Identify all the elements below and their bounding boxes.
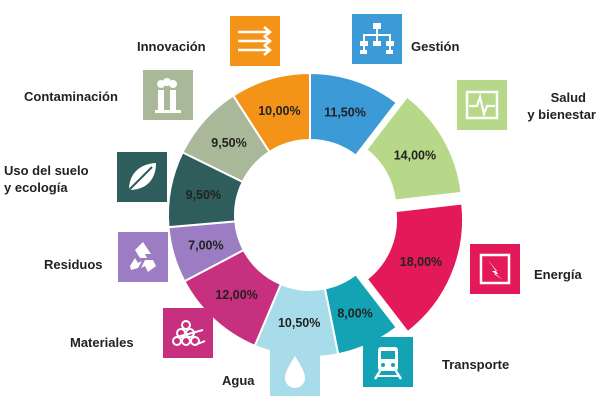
label-uso-suelo: Uso del suelo y ecología — [4, 162, 89, 196]
label-residuos: Residuos — [44, 257, 103, 272]
slice-value-label-9: 10,00% — [258, 104, 300, 118]
label-contaminacion: Contaminación — [24, 89, 118, 104]
label-gestion: Gestión — [411, 39, 460, 54]
label-uso-suelo-line1: Uso del suelo — [4, 163, 89, 178]
label-salud-line1: Salud — [550, 90, 586, 105]
donut-slice-2 — [365, 202, 465, 334]
recycle-icon — [118, 232, 168, 282]
factory-smoke-icon — [143, 70, 193, 120]
label-energia: Energía — [534, 267, 582, 282]
slice-value-label-0: 11,50% — [324, 105, 366, 119]
lightning-icon — [470, 244, 520, 294]
org-chart-icon — [352, 14, 402, 64]
slice-value-label-3: 8,00% — [337, 307, 372, 321]
water-drop-icon — [270, 346, 320, 396]
label-uso-suelo-line2: y ecología — [4, 180, 68, 195]
donut-slice-9 — [231, 71, 311, 154]
label-innovacion: Innovación — [137, 39, 206, 54]
label-agua: Agua — [222, 373, 255, 388]
label-salud-line2: y bienestar — [527, 107, 596, 122]
label-materiales: Materiales — [70, 335, 134, 350]
arrows-innovation-icon — [230, 16, 280, 66]
slice-value-label-8: 9,50% — [211, 136, 246, 150]
slice-value-label-4: 10,50% — [278, 316, 320, 330]
leaf-icon — [117, 152, 167, 202]
label-transporte: Transporte — [442, 357, 510, 372]
heart-monitor-icon — [457, 80, 507, 130]
donut-slice-1 — [364, 95, 463, 202]
train-icon — [363, 337, 413, 387]
slice-value-label-5: 12,00% — [215, 288, 257, 302]
slice-value-label-2: 18,00% — [400, 255, 442, 269]
logs-icon — [163, 308, 213, 358]
donut-slice-0 — [309, 71, 399, 158]
slice-value-label-6: 7,00% — [188, 239, 223, 253]
slice-value-label-1: 14,00% — [394, 149, 436, 163]
label-salud: Salud y bienestar — [512, 89, 596, 123]
slice-value-label-7: 9,50% — [186, 188, 221, 202]
